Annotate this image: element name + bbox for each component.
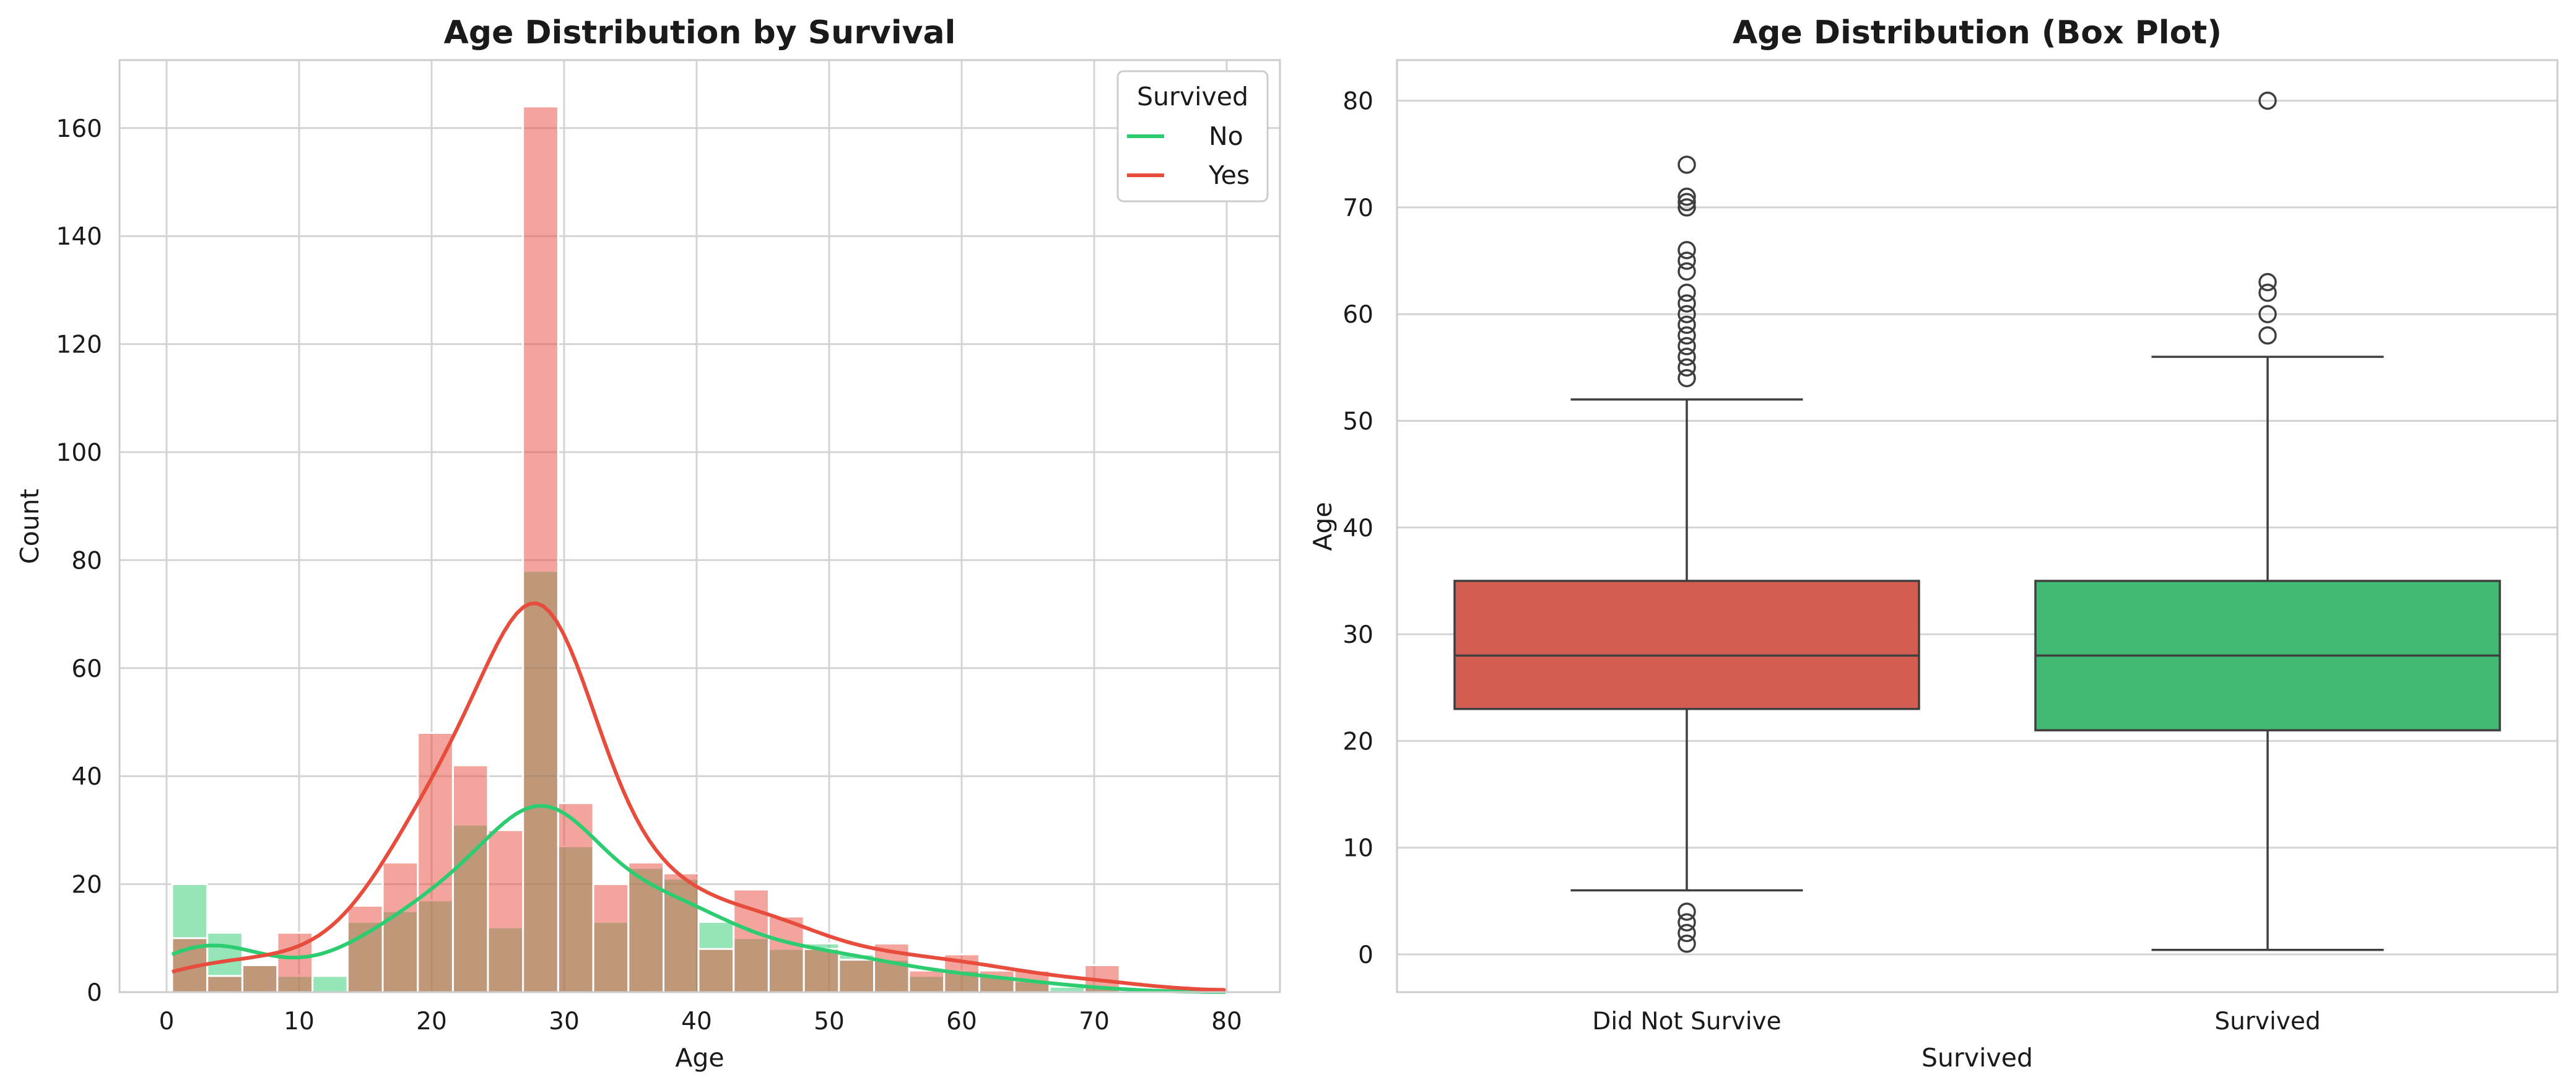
histogram-title: Age Distribution by Survival xyxy=(444,14,956,51)
boxplot-marks xyxy=(1453,91,2501,953)
boxplot-y-label: Age xyxy=(1308,502,1338,551)
histogram-bar-no xyxy=(311,975,349,993)
boxplot-outlier-survived xyxy=(2258,91,2277,110)
histogram-y-tick-label: 60 xyxy=(71,655,102,683)
boxplot-x-label: Survived xyxy=(1921,1043,2033,1073)
boxplot-title: Age Distribution (Box Plot) xyxy=(1733,14,2222,51)
boxplot-y-tick-label: 80 xyxy=(1342,88,1373,116)
histogram-x-tick-label: 10 xyxy=(284,1008,315,1036)
boxplot-y-tick-label: 40 xyxy=(1342,515,1373,543)
histogram-x-tick-label: 0 xyxy=(159,1008,175,1036)
histogram-bar-yes xyxy=(803,948,840,993)
boxplot-x-tick-label: Did Not Survive xyxy=(1592,1008,1781,1036)
histogram-bar-yes xyxy=(838,959,876,993)
histogram-grid xyxy=(120,60,1280,993)
boxplot-outlier-did-not-survive xyxy=(1677,198,1696,217)
legend-box xyxy=(1116,70,1269,203)
histogram-x-tick-label: 80 xyxy=(1211,1008,1242,1036)
boxplot-outlier-did-not-survive xyxy=(1677,283,1696,302)
boxplot-outlier-did-not-survive xyxy=(1677,155,1696,174)
boxplot-x-tick-label: Survived xyxy=(2214,1008,2320,1036)
boxplot-outlier-did-not-survive xyxy=(1677,315,1696,334)
histogram-bar-yes xyxy=(206,975,243,993)
histogram-y-tick-label: 80 xyxy=(71,547,102,575)
histogram-bar-yes xyxy=(451,764,489,993)
boxplot-frame xyxy=(1396,59,2559,993)
boxplot-outlier-did-not-survive xyxy=(1677,241,1696,259)
histogram-x-tick-label: 50 xyxy=(814,1008,845,1036)
legend-label-yes: Yes xyxy=(1208,160,1250,190)
boxplot-y-tick-label: 50 xyxy=(1342,408,1373,436)
histogram-y-tick-label: 20 xyxy=(71,871,102,899)
histogram-y-tick-label: 160 xyxy=(56,115,102,143)
histogram-y-tick-label: 100 xyxy=(56,439,102,467)
boxplot-y-tick-label: 70 xyxy=(1342,194,1373,222)
histogram-bar-yes xyxy=(697,948,735,993)
boxplot-panel: Did Not Survive Survived 0 10 20 30 40 50 60 70 8… xyxy=(1308,14,2559,1073)
histogram-bar-yes xyxy=(241,964,279,993)
histogram-x-tick-label: 60 xyxy=(946,1008,977,1036)
histogram-x-tick-label: 20 xyxy=(416,1008,447,1036)
histogram-x-label: Age xyxy=(675,1043,724,1073)
histogram-bar-yes xyxy=(978,969,1016,993)
histogram-x-ticks: 0 10 20 30 40 50 60 70 80 xyxy=(159,1008,1242,1036)
histogram-bar-yes xyxy=(663,872,700,993)
histogram-bar-yes xyxy=(522,105,559,993)
histogram-bar-yes xyxy=(767,915,805,993)
histogram-y-tick-label: 140 xyxy=(56,223,102,251)
boxplot-outlier-did-not-survive xyxy=(1677,193,1696,212)
boxplot-outlier-survived xyxy=(2258,272,2277,292)
histogram-bar-yes xyxy=(908,969,946,993)
boxplot-y-tick-label: 20 xyxy=(1342,728,1373,756)
boxplot-y-tick-label: 30 xyxy=(1342,621,1373,649)
histogram-plot-area xyxy=(120,60,1280,992)
histogram-bar-yes xyxy=(592,883,630,993)
boxplot-outlier-survived xyxy=(2258,305,2277,323)
boxplot-outlier-did-not-survive xyxy=(1677,305,1696,323)
boxplot-y-tick-label: 60 xyxy=(1342,301,1373,329)
boxplot-outlier-did-not-survive xyxy=(1677,337,1696,355)
histogram-y-ticks: 0 20 40 60 80 100 120 140 160 xyxy=(56,115,102,1007)
boxplot-outlier-did-not-survive xyxy=(1677,923,1696,943)
boxplot-plot-area xyxy=(1397,60,2557,992)
histogram-x-tick-label: 40 xyxy=(681,1008,712,1036)
boxplot-box-did-not-survive xyxy=(1453,580,1920,710)
histogram-frame xyxy=(118,59,1281,993)
histogram-kde-lines xyxy=(171,601,1226,994)
histogram-x-tick-label: 30 xyxy=(549,1008,580,1036)
boxplot-outlier-survived xyxy=(2258,326,2277,345)
histogram-y-tick-label: 40 xyxy=(71,763,102,791)
boxplot-outlier-did-not-survive xyxy=(1677,368,1696,388)
histogram-x-tick-label: 70 xyxy=(1079,1008,1110,1036)
histogram-bar-yes xyxy=(346,904,384,993)
boxplot-y-ticks: 0 10 20 30 40 50 60 70 80 xyxy=(1342,88,1373,969)
histogram-bar-yes xyxy=(487,829,524,993)
boxplot-outlier-did-not-survive xyxy=(1677,347,1696,366)
histogram-y-tick-label: 0 xyxy=(87,979,102,1007)
legend: Survived No Yes xyxy=(1116,70,1269,203)
histogram-kde-line-yes xyxy=(172,601,1226,992)
boxplot-outlier-did-not-survive xyxy=(1677,358,1696,377)
boxplot-outlier-did-not-survive xyxy=(1677,262,1696,281)
boxplot-outlier-did-not-survive xyxy=(1677,187,1696,206)
boxplot-outlier-did-not-survive xyxy=(1677,913,1696,932)
boxplot-outlier-did-not-survive xyxy=(1677,326,1696,345)
histogram-y-tick-label: 120 xyxy=(56,331,102,359)
boxplot-outlier-survived xyxy=(2258,283,2277,302)
boxplot-y-tick-label: 0 xyxy=(1358,941,1373,969)
boxplot-outlier-did-not-survive xyxy=(1677,294,1696,313)
boxplot-outlier-did-not-survive xyxy=(1677,935,1696,953)
histogram-y-label: Count xyxy=(15,489,45,564)
boxplot-y-tick-label: 10 xyxy=(1342,835,1373,863)
boxplot-outlier-did-not-survive xyxy=(1677,902,1696,921)
histogram-bar-yes xyxy=(381,861,419,993)
histogram-kde-line-no xyxy=(171,804,1226,994)
boxplot-x-ticks: Did Not Survive Survived xyxy=(1592,1008,2320,1036)
boxplot-outlier-did-not-survive xyxy=(1677,251,1696,270)
histogram-panel: 0 10 20 30 40 50 60 70 80 020406080100120140160 … xyxy=(15,14,1281,1073)
legend-label-no: No xyxy=(1209,121,1243,151)
legend-title: Survived xyxy=(1137,82,1248,111)
